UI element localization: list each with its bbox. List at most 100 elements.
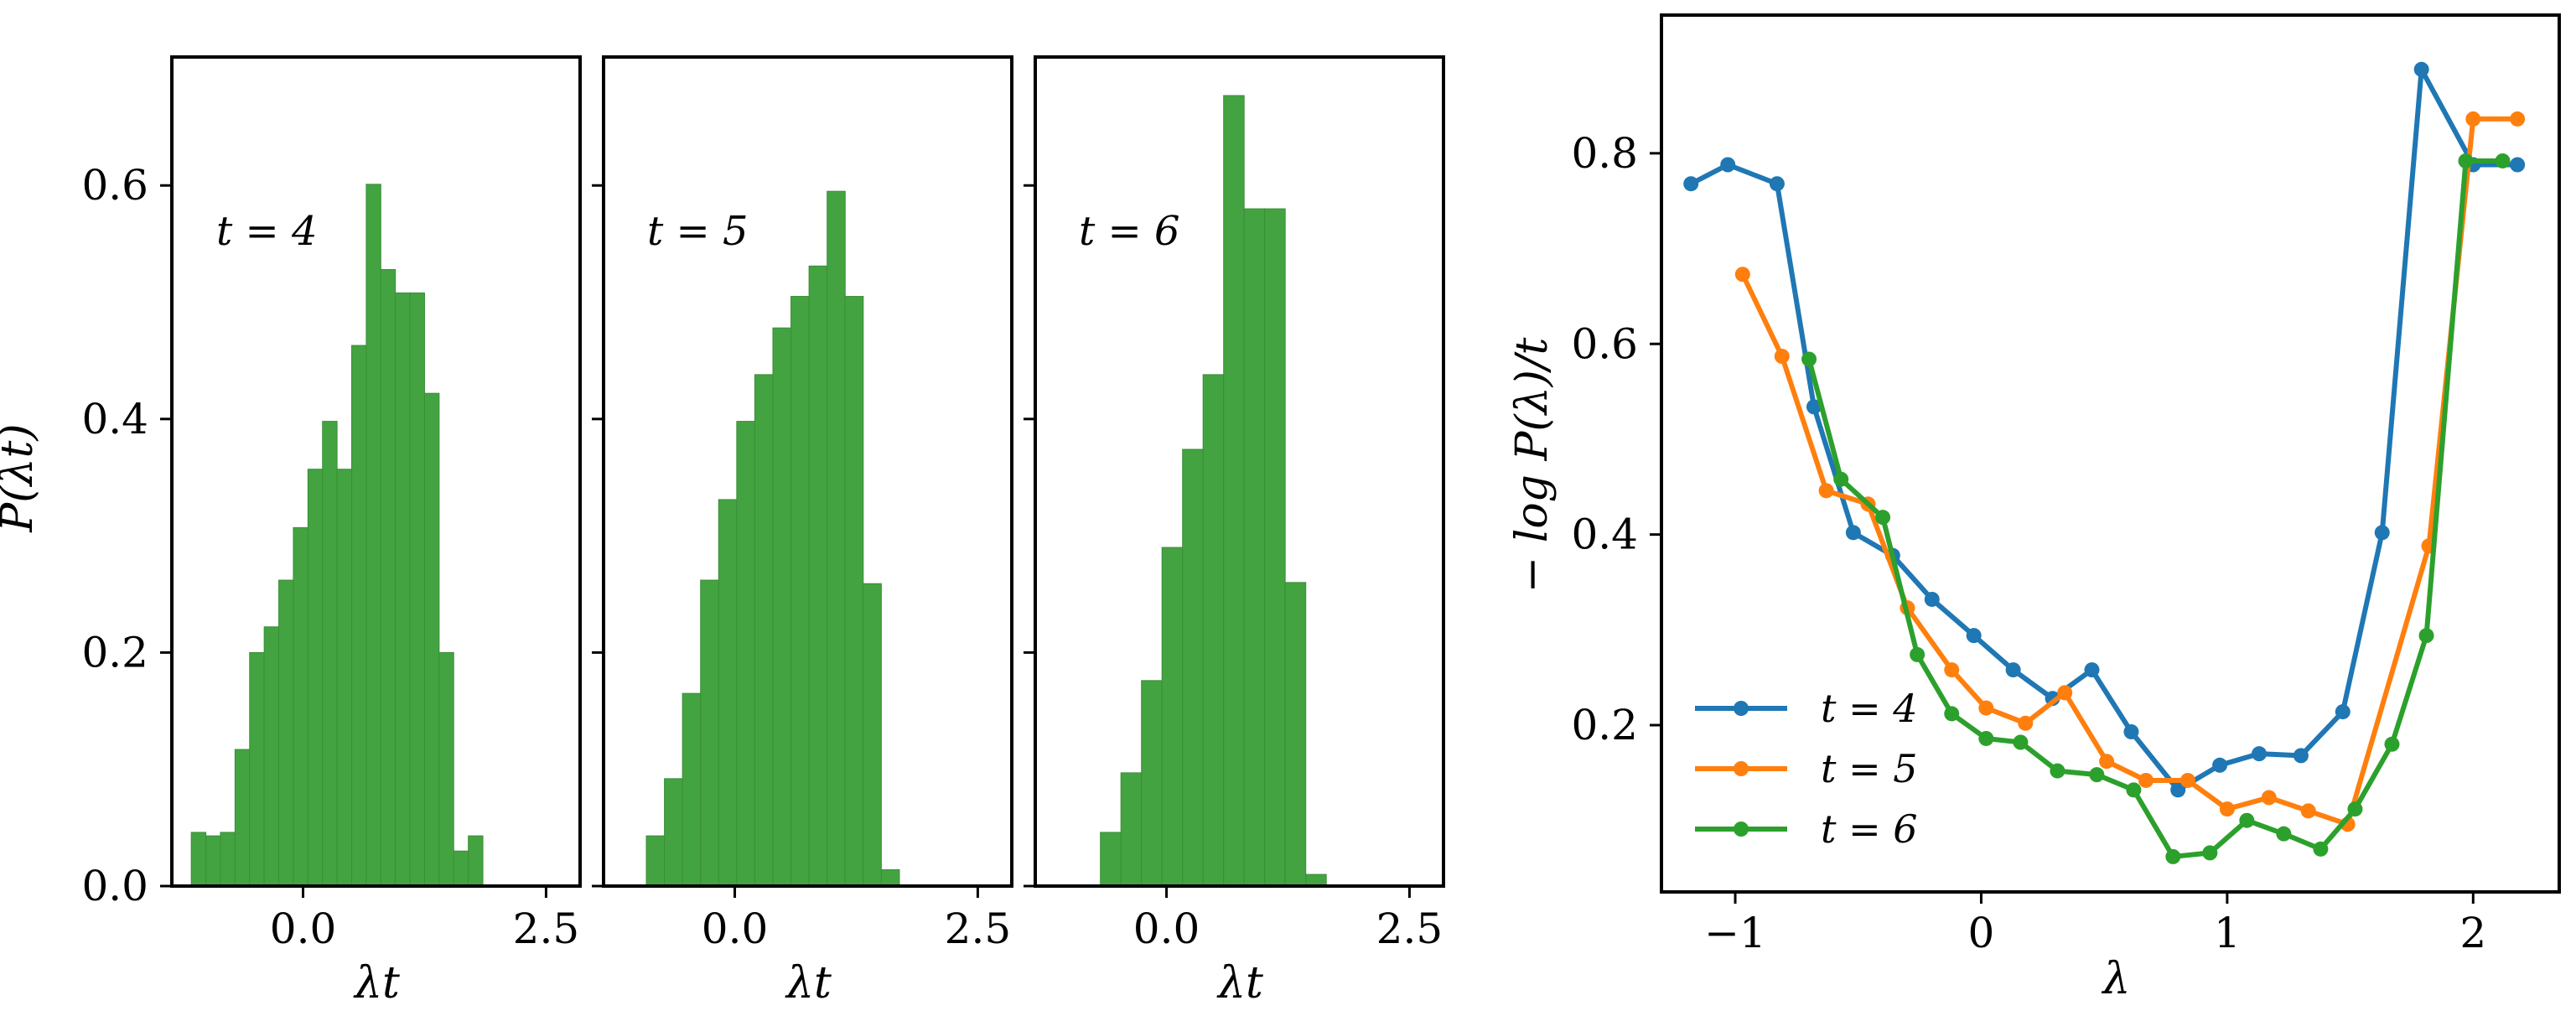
data-point xyxy=(1806,399,1822,415)
histogram-bar xyxy=(293,526,308,887)
histogram-bar xyxy=(682,692,702,887)
data-point xyxy=(2418,628,2434,644)
data-point xyxy=(2013,734,2029,750)
x-tick-label: 1 xyxy=(2214,909,2241,957)
histogram-bar xyxy=(1243,208,1266,887)
histogram-bar xyxy=(234,749,251,887)
data-point xyxy=(2313,841,2329,857)
data-point xyxy=(2089,767,2105,783)
y-tick-label: 0.2 xyxy=(1571,701,1638,749)
histogram-bar xyxy=(772,327,792,887)
data-point xyxy=(1720,157,1736,173)
data-point xyxy=(1978,730,1994,746)
line-chart-panel: −1 0 1 2 0.2 0.4 0.6 0.8 xyxy=(1571,13,2561,957)
data-point xyxy=(2057,685,2073,701)
data-point xyxy=(1818,483,1834,499)
histogram-bar xyxy=(220,832,236,887)
histogram-panel-t6: 0.0 2.5 xyxy=(1024,55,1445,953)
x-tick-label: −1 xyxy=(1704,909,1766,957)
data-point xyxy=(1683,176,1699,192)
y-tick-label: 0.2 xyxy=(81,628,148,676)
line-chart-x-axis-label: λ xyxy=(2102,954,2131,1004)
data-point xyxy=(2123,723,2139,739)
data-point xyxy=(2212,757,2228,773)
data-point xyxy=(2050,763,2065,779)
panel-annotation-t6: t = 6 xyxy=(1079,208,1180,255)
histogram-panel-t5: 0.0 2.5 xyxy=(592,55,1013,953)
data-point xyxy=(1875,510,1891,526)
histogram-bar xyxy=(645,835,666,887)
legend-swatch-marker xyxy=(1734,822,1749,837)
histogram-y-axis-label: P(λt) xyxy=(0,423,43,532)
x-tick-label: 0.0 xyxy=(702,905,769,953)
legend-label: t = 5 xyxy=(1821,746,1918,791)
data-point xyxy=(2495,153,2511,168)
y-tick-label: 0.6 xyxy=(1571,319,1638,368)
data-point xyxy=(2510,157,2526,173)
histogram-bar xyxy=(808,265,828,887)
histogram-bar xyxy=(1141,680,1163,887)
y-tick-label: 0.4 xyxy=(1571,511,1638,559)
histogram-bar xyxy=(754,374,774,887)
histogram-x-axis-label-t5: λt xyxy=(785,958,832,1008)
data-point xyxy=(2170,782,2186,798)
histogram-bar xyxy=(395,292,411,887)
histogram-bar xyxy=(322,421,338,887)
x-tick-label: 0.0 xyxy=(1133,905,1200,953)
histogram-bar xyxy=(700,579,719,887)
histogram-bar xyxy=(365,184,381,887)
data-point xyxy=(2138,772,2154,788)
x-tick-label: 2 xyxy=(2459,909,2486,957)
histogram-bar xyxy=(468,835,484,887)
histogram-bar xyxy=(1264,208,1286,887)
axes-frame xyxy=(602,55,1013,888)
data-point xyxy=(1944,706,1960,722)
histogram-bar xyxy=(307,469,324,887)
histogram-bar xyxy=(863,583,882,887)
legend: t = 4 t = 5 t = 6 xyxy=(1695,686,1918,852)
histogram-bar xyxy=(205,835,221,887)
data-point xyxy=(1845,525,1861,541)
data-point xyxy=(2374,525,2390,541)
histogram-bar xyxy=(453,850,469,887)
data-point xyxy=(2413,61,2429,77)
histogram-bar xyxy=(1161,547,1184,887)
histogram-panel-t4: 0.0 2.5 0.0 0.2 0.4 0.6 xyxy=(81,55,582,953)
histogram-bar xyxy=(1202,374,1225,887)
y-tick-label: 0.6 xyxy=(81,161,148,210)
data-point xyxy=(2293,748,2309,764)
histogram-bar xyxy=(880,868,900,887)
data-point xyxy=(2099,754,2115,770)
histogram-bar xyxy=(263,626,280,887)
histogram-bar xyxy=(1284,582,1307,887)
data-point xyxy=(1944,662,1960,678)
histogram-bar xyxy=(844,296,864,887)
panel-annotation-t4: t = 4 xyxy=(216,208,318,255)
x-tick-label: 2.5 xyxy=(1376,905,1443,953)
legend-swatch-marker xyxy=(1734,701,1749,716)
histogram-bar xyxy=(736,421,755,887)
data-point xyxy=(2179,772,2195,788)
data-point xyxy=(1966,628,1982,644)
data-point xyxy=(2239,812,2255,828)
histogram-bar xyxy=(278,579,294,887)
y-tick-label: 0.4 xyxy=(81,395,148,443)
data-point xyxy=(2219,801,2235,817)
data-point xyxy=(1910,646,1926,662)
x-tick-label: 2.5 xyxy=(945,905,1012,953)
data-point xyxy=(2126,782,2142,798)
x-tick-label: 0.0 xyxy=(270,905,337,953)
data-point xyxy=(2347,801,2363,817)
axes-frame xyxy=(170,55,582,888)
data-point xyxy=(2465,111,2481,127)
data-point xyxy=(2458,153,2474,168)
data-point xyxy=(2252,746,2268,762)
histogram-x-axis-label-t4: λt xyxy=(353,958,400,1008)
histogram-bar xyxy=(790,296,810,887)
histogram-bar xyxy=(1223,95,1245,887)
data-point xyxy=(2018,715,2034,731)
histogram-bar xyxy=(1100,832,1122,887)
series-line xyxy=(1806,158,2506,859)
histogram-bar xyxy=(718,499,738,887)
data-point xyxy=(2300,803,2316,819)
